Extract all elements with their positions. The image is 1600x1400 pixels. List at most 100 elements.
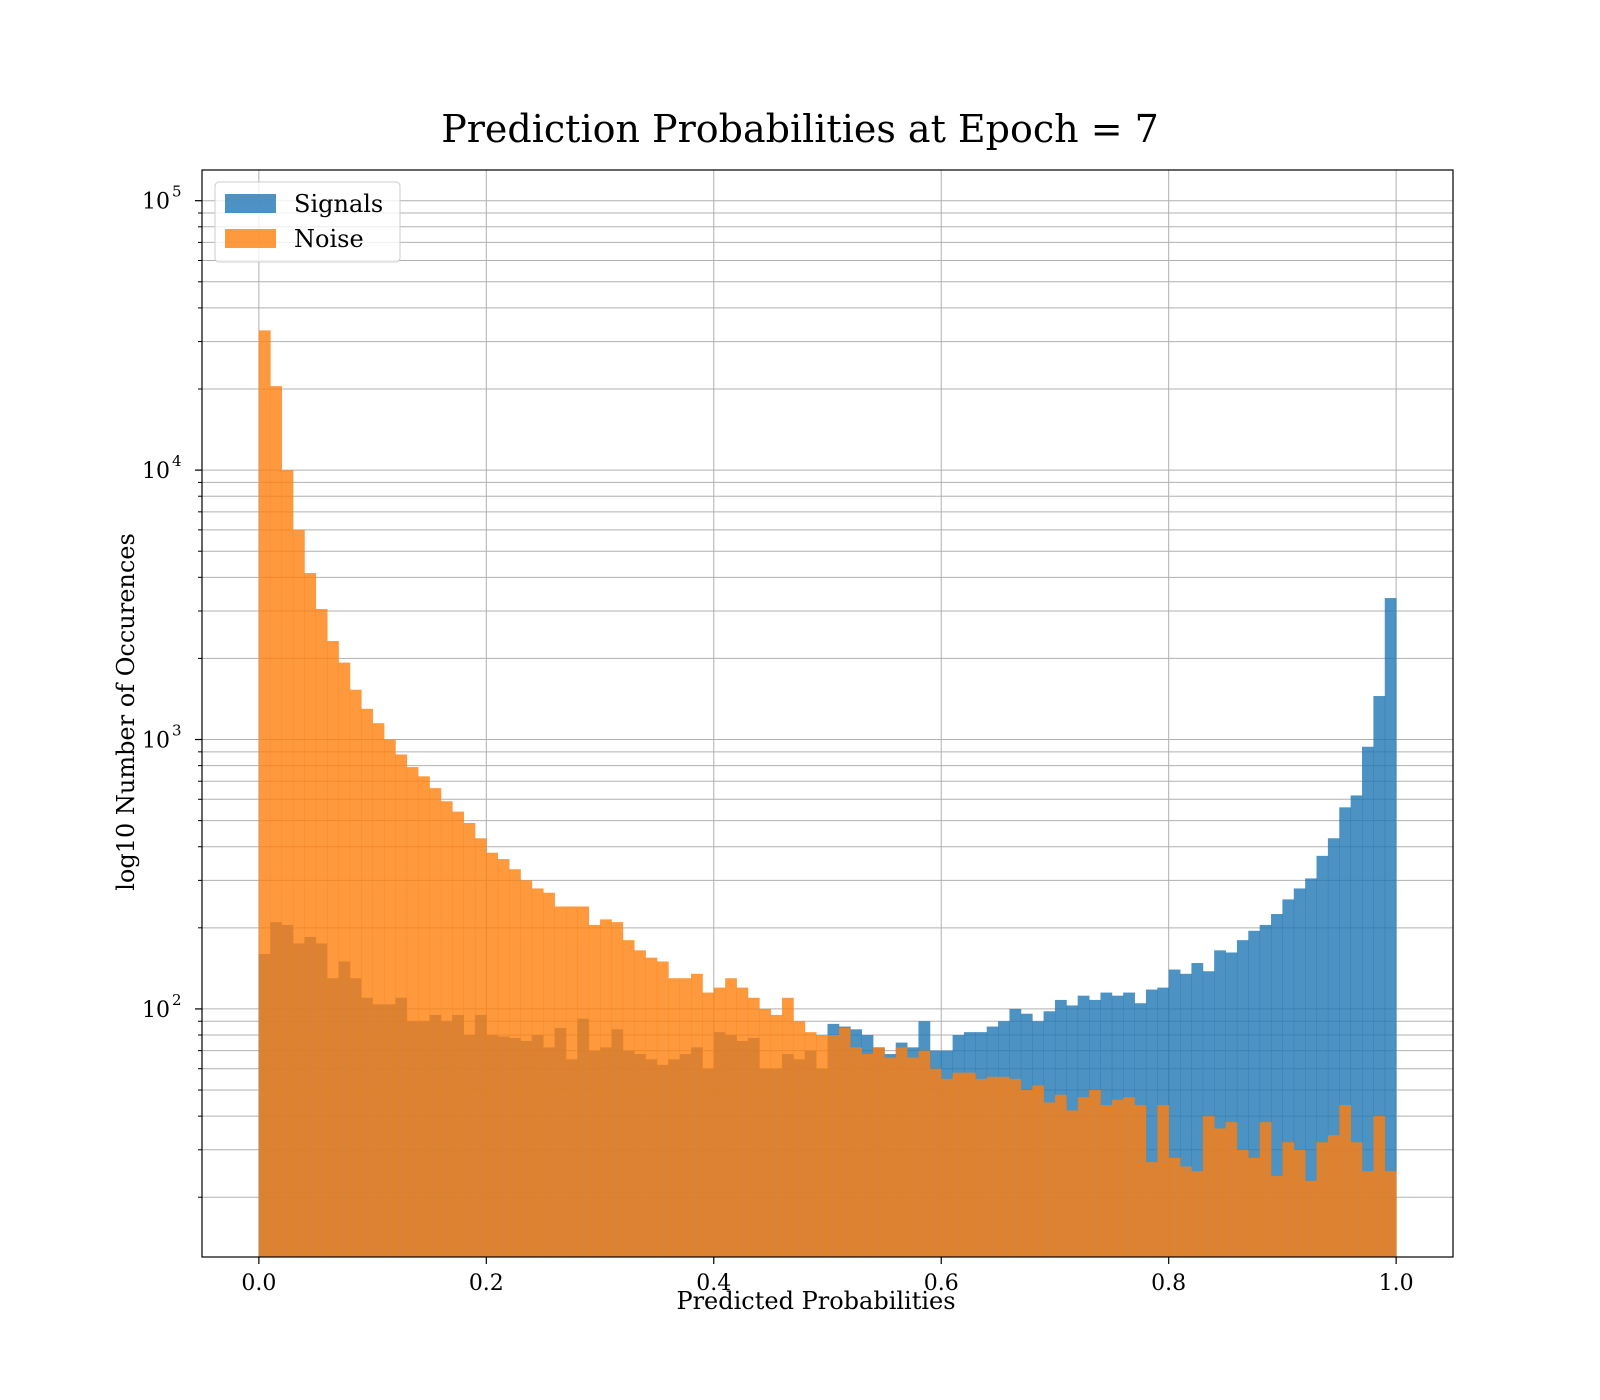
histogram-bar — [1259, 1122, 1272, 1257]
histogram-bar — [486, 852, 499, 1257]
histogram-bar — [1236, 1149, 1249, 1257]
histogram-bar — [565, 906, 578, 1257]
histogram-bar — [304, 573, 317, 1257]
y-tick-exponent: 5 — [172, 183, 182, 201]
histogram-bar — [907, 1057, 919, 1257]
histogram-bar — [1077, 1097, 1090, 1257]
histogram-bar — [349, 689, 362, 1257]
histogram-bar — [327, 641, 339, 1257]
histogram-bar — [543, 892, 555, 1257]
histogram-bar — [509, 869, 521, 1257]
histogram-bar — [861, 1054, 874, 1257]
histogram-bar — [1236, 940, 1249, 1257]
histogram-bar — [1362, 746, 1374, 1257]
histogram-bar — [600, 919, 612, 1257]
y-axis-label: log10 Number of Occurences — [112, 533, 140, 891]
histogram-bar — [531, 888, 544, 1257]
histogram-bar — [463, 822, 476, 1257]
histogram-bar — [850, 1047, 863, 1257]
histogram-bar — [1202, 1116, 1215, 1257]
histogram-bar — [759, 1008, 772, 1257]
histogram-bar — [679, 978, 692, 1257]
histogram-bar — [770, 1014, 783, 1257]
histogram-bar — [1350, 795, 1363, 1257]
histogram-bar — [1339, 1104, 1352, 1257]
histogram-bar — [588, 924, 601, 1257]
histogram-bar — [258, 330, 271, 1258]
y-tick-label: 10 — [142, 190, 170, 215]
histogram-bar — [372, 723, 385, 1257]
histogram-bar — [804, 1032, 817, 1257]
histogram-bar — [1191, 963, 1204, 1257]
x-tick-label: 0.2 — [469, 1271, 504, 1296]
histogram-bar — [1191, 1171, 1204, 1257]
histogram-bar — [1089, 1090, 1101, 1257]
histogram-bar — [963, 1072, 976, 1257]
legend: Signals Noise — [214, 181, 401, 263]
histogram-bar — [838, 1027, 851, 1257]
x-tick-label: 1.0 — [1379, 1271, 1414, 1296]
histogram-bar — [1032, 1085, 1044, 1257]
histogram-bar — [713, 987, 726, 1257]
histogram-bar — [1134, 1104, 1147, 1257]
histogram-bar — [645, 957, 658, 1257]
histogram-bar — [1373, 1116, 1386, 1257]
histogram-bar — [1145, 989, 1158, 1257]
histogram-bar — [1271, 914, 1283, 1257]
histogram-bar — [1168, 969, 1181, 1257]
histogram-bar — [497, 859, 510, 1257]
histogram-bar — [1248, 1157, 1261, 1257]
y-tick-label: 10 — [142, 729, 170, 754]
chart-title: Prediction Probabilities at Epoch = 7 — [441, 107, 1159, 151]
histogram-bar — [1111, 1099, 1124, 1257]
histogram-bar — [1020, 1090, 1033, 1257]
histogram-bar — [429, 788, 442, 1257]
histogram-bar — [1180, 973, 1192, 1257]
histogram-bar — [1293, 888, 1306, 1257]
histogram-bar — [611, 922, 624, 1257]
histogram-bar — [895, 1047, 908, 1257]
histogram-bar — [691, 973, 703, 1257]
histogram-bar — [1282, 1142, 1295, 1257]
histogram-bar — [1054, 1094, 1067, 1257]
histogram-bar — [725, 978, 737, 1257]
histogram-bar — [395, 754, 408, 1257]
histogram-bar — [1271, 1175, 1283, 1257]
histogram-bar — [520, 880, 533, 1257]
histogram-bar — [1384, 1171, 1397, 1257]
histogram-bar — [1157, 1104, 1170, 1257]
histogram-bar — [1339, 807, 1352, 1257]
histogram-bar — [952, 1072, 965, 1257]
histogram-bar — [622, 940, 635, 1257]
x-tick-label: 0.6 — [924, 1271, 959, 1296]
histogram-bar — [1384, 598, 1397, 1257]
histogram-bar — [1259, 924, 1272, 1257]
histogram-bar — [1168, 1157, 1181, 1257]
histogram-bar — [1180, 1166, 1192, 1257]
histogram-bar — [634, 950, 646, 1257]
plot-area-frame — [201, 169, 1454, 1258]
histogram-bar — [440, 801, 453, 1257]
histogram-bar — [782, 997, 794, 1257]
y-tick-label: 10 — [142, 998, 170, 1023]
x-tick-label: 0.4 — [696, 1271, 731, 1296]
histogram-bar — [1009, 1078, 1022, 1257]
x-tick-label: 0.8 — [1151, 1271, 1186, 1296]
histogram-bar — [361, 708, 373, 1257]
histogram-bar — [884, 1057, 897, 1257]
histogram-bar — [827, 1035, 840, 1257]
histogram-bar — [1123, 1097, 1135, 1257]
histogram-bar — [736, 987, 749, 1257]
histogram-bar — [270, 386, 283, 1257]
histogram-bar — [1248, 930, 1261, 1257]
histogram-bar — [1293, 1149, 1306, 1257]
histogram-bar — [872, 1047, 885, 1257]
histogram-bar — [1350, 1142, 1363, 1257]
y-tick-label: 10 — [142, 459, 170, 484]
histogram-bar — [1225, 1122, 1238, 1257]
histogram-bar — [292, 529, 305, 1257]
y-tick-exponent: 3 — [172, 722, 182, 740]
histogram-bar — [1305, 1180, 1317, 1257]
x-tick-label: 0.0 — [241, 1271, 276, 1296]
